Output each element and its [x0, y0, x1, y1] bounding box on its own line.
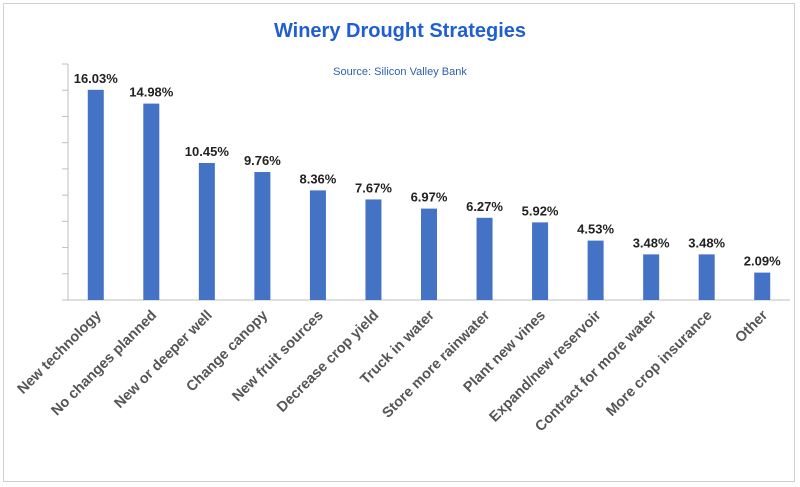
value-label: 16.03% — [74, 71, 119, 86]
value-label: 10.45% — [185, 144, 230, 159]
bar — [254, 172, 271, 300]
value-label: 2.09% — [744, 254, 781, 269]
bar — [754, 272, 771, 300]
value-label: 6.97% — [411, 190, 448, 205]
value-label: 5.92% — [522, 203, 559, 218]
category-label: Decrease crop yield — [274, 308, 382, 416]
bar — [476, 217, 493, 300]
value-label: 7.67% — [355, 180, 392, 195]
chart-title: Winery Drought Strategies — [273, 20, 527, 42]
bar — [698, 254, 715, 300]
bar — [365, 199, 382, 300]
bar — [143, 103, 160, 301]
category-label: Expand/new reservoir — [487, 307, 605, 425]
bars — [87, 89, 771, 301]
category-label: Store more rainwater — [379, 307, 493, 421]
category-label: New or deeper well — [111, 308, 215, 412]
category-label: Other — [732, 307, 771, 346]
category-label: More crop insurance — [603, 308, 715, 420]
value-label: 9.76% — [244, 153, 281, 168]
bar — [198, 162, 215, 300]
value-label: 6.27% — [466, 199, 503, 214]
value-labels: 16.03% 14.98% 10.45% 9.76% 8.36% 7.67% 6.97% 6.… — [74, 71, 781, 269]
bar — [309, 190, 326, 300]
bar — [587, 240, 604, 300]
chart-subtitle: Source: Silicon Valley Bank — [333, 66, 467, 78]
value-label: 4.53% — [577, 222, 614, 237]
bar — [532, 222, 549, 300]
bar — [421, 208, 437, 300]
bar — [643, 254, 660, 300]
value-label: 3.48% — [688, 235, 725, 250]
category-label: No changes planned — [49, 308, 161, 420]
value-label: 14.98% — [129, 85, 174, 100]
bar — [87, 89, 104, 300]
value-label: 3.48% — [633, 235, 670, 250]
value-label: 8.36% — [299, 171, 336, 186]
chart-frame — [3, 3, 795, 482]
